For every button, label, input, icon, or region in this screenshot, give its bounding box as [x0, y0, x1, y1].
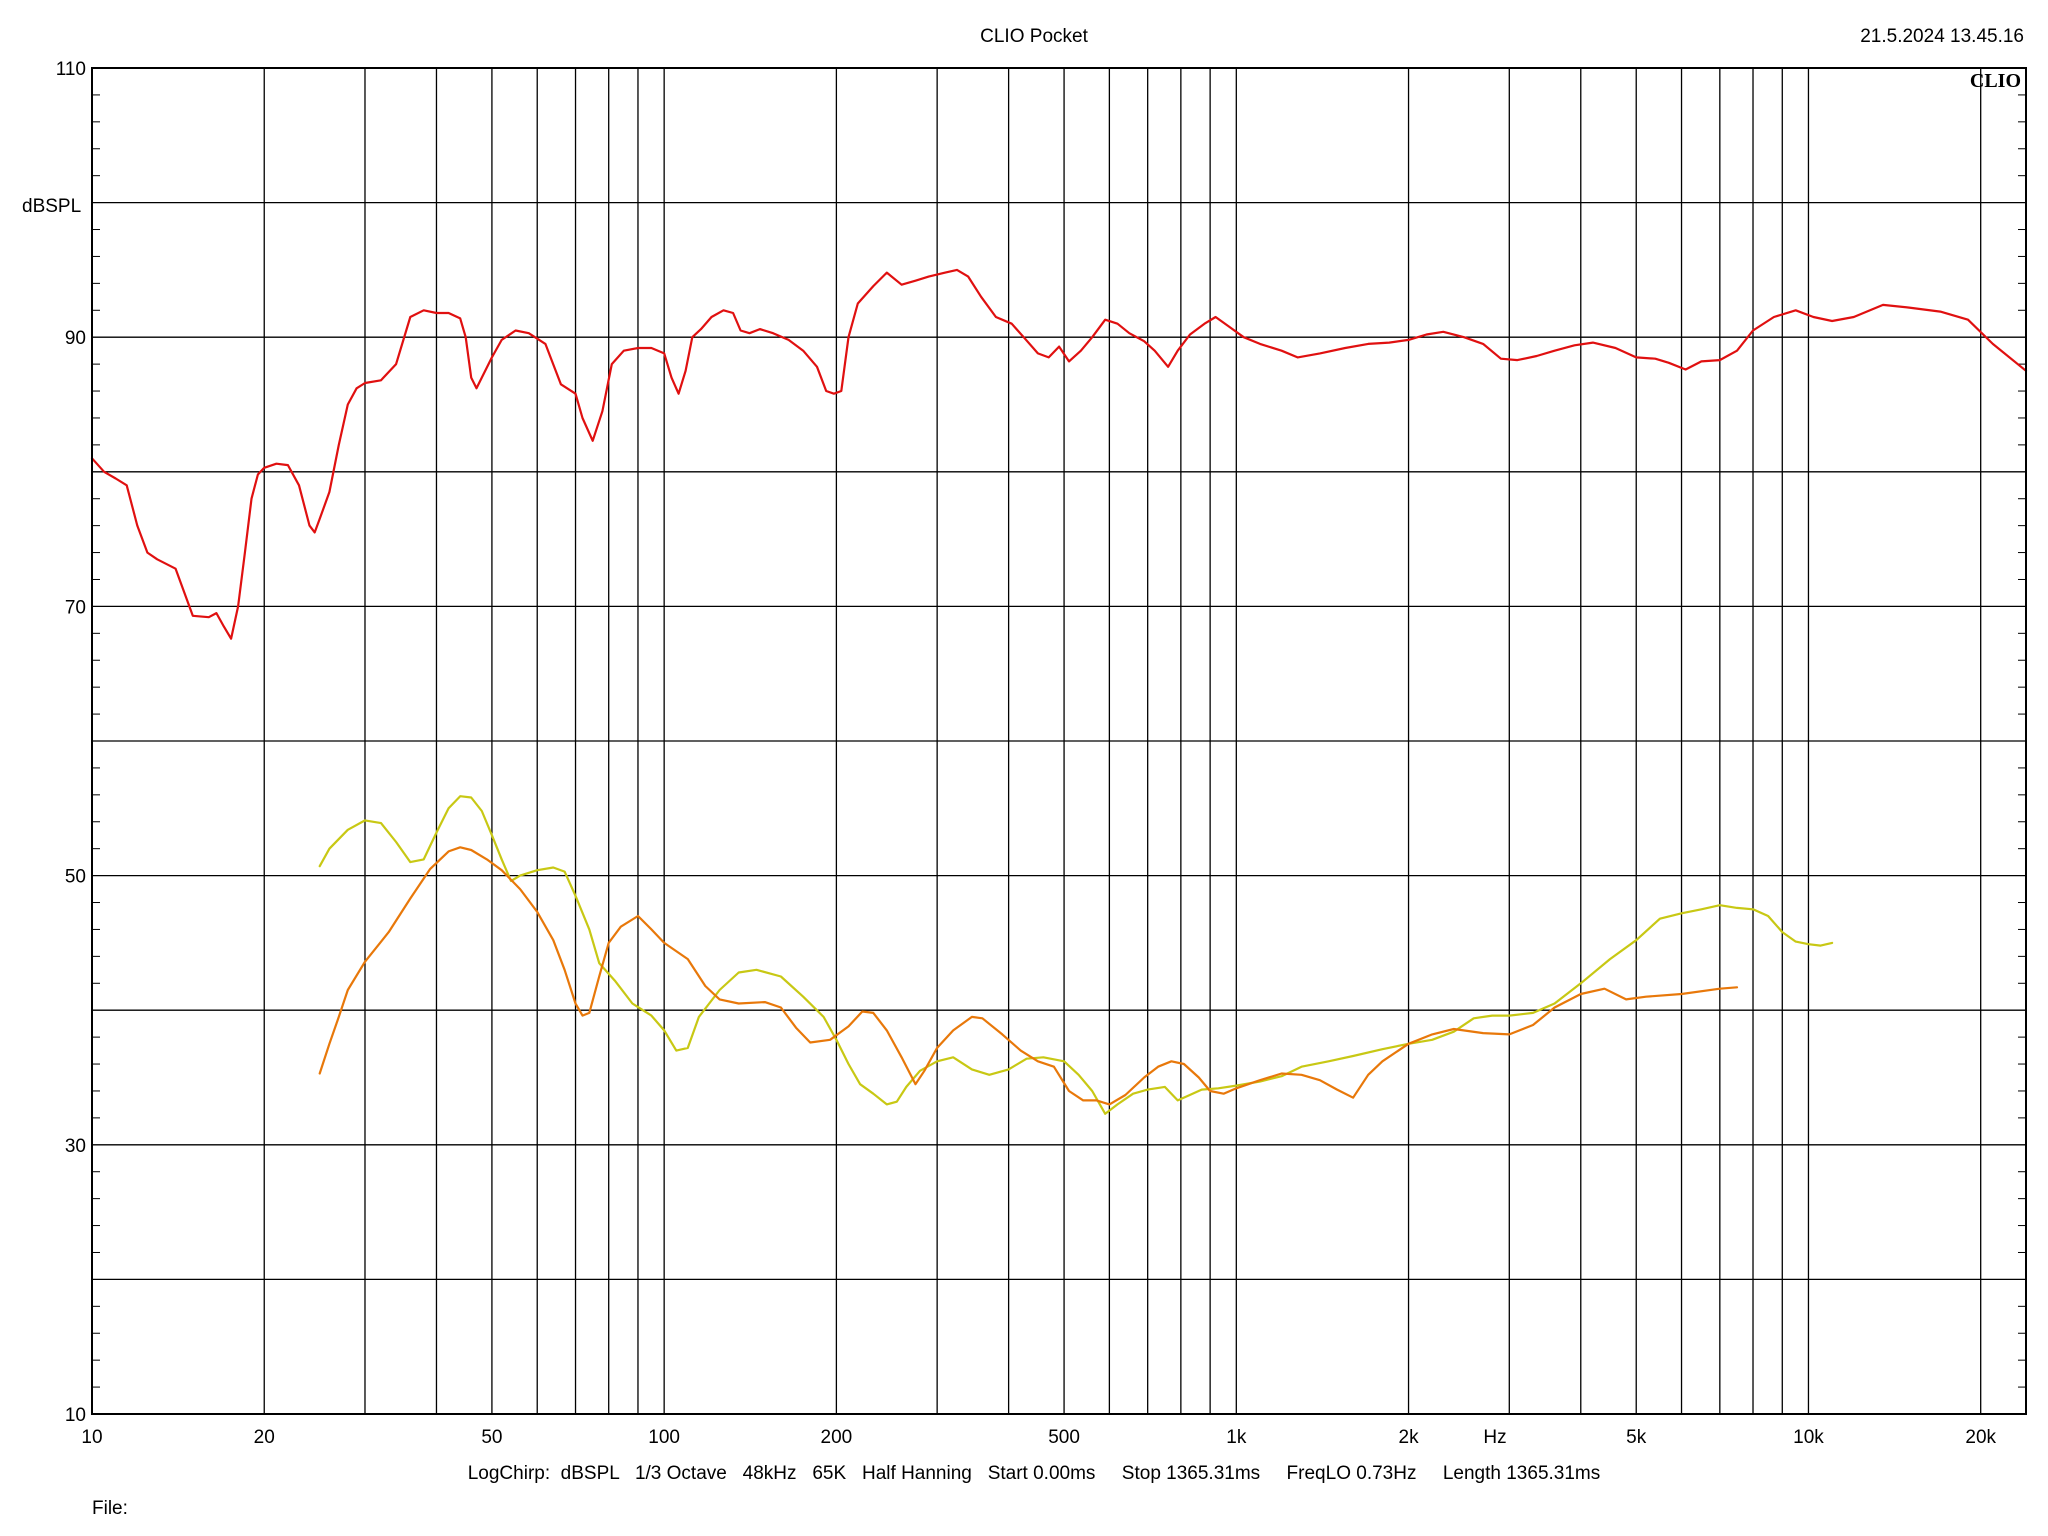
data-series — [90, 268, 2028, 1115]
x-tick-label: 20k — [1965, 1427, 1996, 1448]
measurement-settings: LogChirp: dBSPL 1/3 Octave 48kHz 65K Hal… — [468, 1463, 1601, 1484]
y-axis-label: dBSPL — [22, 196, 81, 217]
series-line-1 — [90, 268, 2028, 640]
brand-logo: CLIO — [1970, 70, 2021, 92]
y-tick-label: 110 — [56, 59, 86, 80]
plot-frame — [91, 67, 2027, 1415]
x-tick-label: 200 — [821, 1427, 853, 1448]
x-tick-label: 50 — [481, 1427, 502, 1448]
y-tick-label: 30 — [65, 1136, 86, 1157]
series-line-3 — [318, 846, 1739, 1106]
file-label: File: — [92, 1498, 128, 1519]
y-tick-label: 50 — [65, 867, 86, 888]
grid-lines — [92, 68, 2026, 1414]
x-tick-label: 100 — [648, 1427, 680, 1448]
y-tick-label: 10 — [65, 1405, 86, 1426]
timestamp: 21.5.2024 13.45.16 — [1860, 26, 2024, 47]
x-tick-label: 500 — [1048, 1427, 1080, 1448]
series-line-2 — [318, 795, 1834, 1115]
x-tick-label: 5k — [1626, 1427, 1647, 1448]
x-tick-label: 20 — [254, 1427, 275, 1448]
axis-tick-labels: 10 20 50 100 200 500 1k 2k 5k 10k 20k 10 30 50 70 90 110 — [56, 59, 1997, 1448]
x-axis-label: Hz — [1483, 1427, 1506, 1448]
x-tick-label: 1k — [1226, 1427, 1247, 1448]
chart-title: CLIO Pocket — [980, 26, 1088, 47]
y-tick-label: 90 — [65, 328, 86, 349]
y-tick-label: 70 — [65, 597, 86, 618]
x-tick-label: 2k — [1399, 1427, 1420, 1448]
x-tick-label: 10 — [81, 1427, 102, 1448]
x-tick-label: 10k — [1793, 1427, 1824, 1448]
